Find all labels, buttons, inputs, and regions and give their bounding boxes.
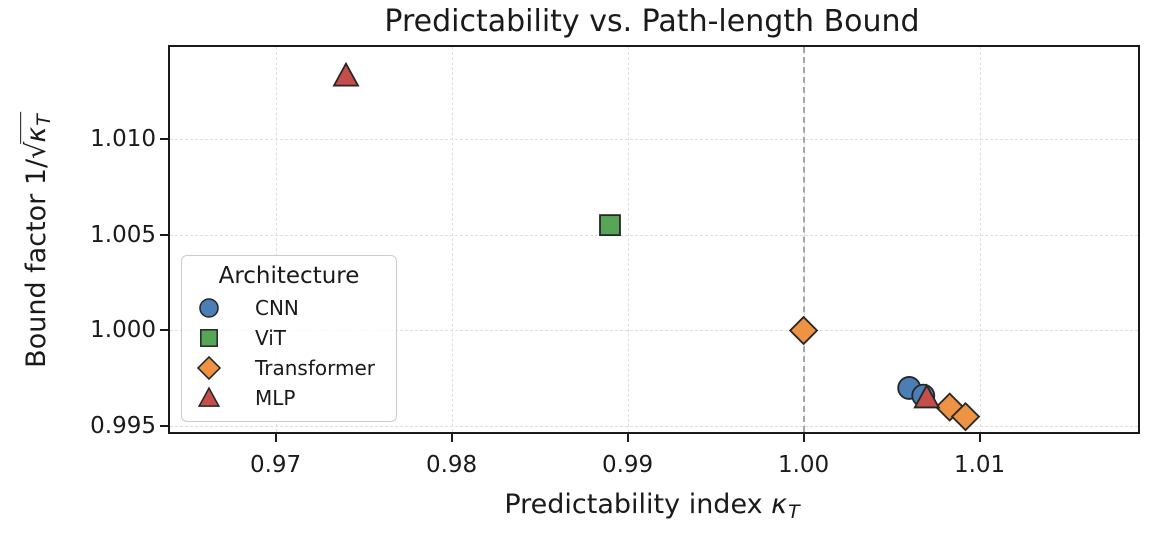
x-axis-label-text: Predictability index <box>504 489 763 520</box>
grid-line-vertical <box>979 47 981 432</box>
y-tick-label: 1.010 <box>90 125 156 152</box>
legend-circle-icon <box>199 298 219 318</box>
x-tick-label: 0.97 <box>249 452 302 478</box>
reference-line <box>802 47 805 432</box>
x-tick-label: 0.99 <box>601 452 654 478</box>
kappa-symbol: κ <box>771 489 788 520</box>
legend-triangle-icon <box>197 386 221 407</box>
y-tick-label: 0.995 <box>90 413 156 440</box>
x-tick-mark <box>626 433 629 442</box>
y-tick-mark <box>160 233 169 236</box>
legend-label: ViT <box>255 326 287 350</box>
scatter-points-layer <box>332 61 981 432</box>
x-tick-mark <box>274 433 277 442</box>
grid-line-horizontal <box>170 138 1138 140</box>
grid-line-horizontal <box>170 234 1138 236</box>
x-tick-mark <box>802 433 805 442</box>
plot-area: 0.97 0.98 0.99 1.00 1.01 0.995 1.000 1.005 1.010 <box>90 45 1140 478</box>
kappa-subscript: T <box>788 500 800 523</box>
x-tick-label: 1.00 <box>777 452 830 478</box>
y-tick-mark <box>160 137 169 140</box>
data-point-transformer <box>950 401 981 432</box>
legend-entry-mlp: MLP <box>182 383 396 413</box>
y-tick-mark <box>160 329 169 332</box>
grid-line-horizontal <box>170 330 1138 332</box>
x-axis-label: Predictability index κT <box>168 489 1136 523</box>
legend-diamond-icon <box>196 355 222 381</box>
data-point-mlp <box>332 61 360 87</box>
y-tick-label: 1.005 <box>90 221 156 248</box>
data-point-mlp <box>913 383 941 409</box>
sqrt-radicand: κT <box>20 112 55 144</box>
legend-title: Architecture <box>218 263 360 289</box>
legend-label: MLP <box>255 386 296 410</box>
legend-label: Transformer <box>255 356 376 380</box>
x-tick-mark <box>978 433 981 442</box>
data-point-transformer <box>788 315 819 346</box>
grid-line-horizontal <box>170 426 1138 428</box>
data-point-vit <box>599 214 621 237</box>
grid-line-vertical <box>627 47 629 432</box>
x-tick-label: 0.98 <box>425 452 478 478</box>
chart-title: Predictability vs. Path-length Bound <box>384 4 920 39</box>
x-tick-mark <box>450 433 453 442</box>
y-axis-label-text: Bound factor 1/ <box>21 158 53 368</box>
grid-line-vertical <box>275 47 277 432</box>
y-tick-mark <box>160 425 169 428</box>
y-axis-label: Bound factor 1/√κT <box>20 112 55 368</box>
legend-entry-transformer: Transformer <box>182 353 396 383</box>
legend-square-icon <box>200 329 218 347</box>
legend-label: CNN <box>255 296 299 320</box>
legend-entries: CNN ViT Transformer MLP <box>182 293 396 413</box>
x-tick-label: 1.01 <box>953 452 1006 478</box>
legend: Architecture CNN ViT Transformer MLP <box>181 255 397 422</box>
y-tick-label: 1.000 <box>90 317 156 344</box>
grid-line-vertical <box>451 47 453 432</box>
legend-entry-cnn: CNN <box>182 293 396 323</box>
legend-entry-vit: ViT <box>182 323 396 353</box>
sqrt-symbol: √ <box>21 141 53 159</box>
